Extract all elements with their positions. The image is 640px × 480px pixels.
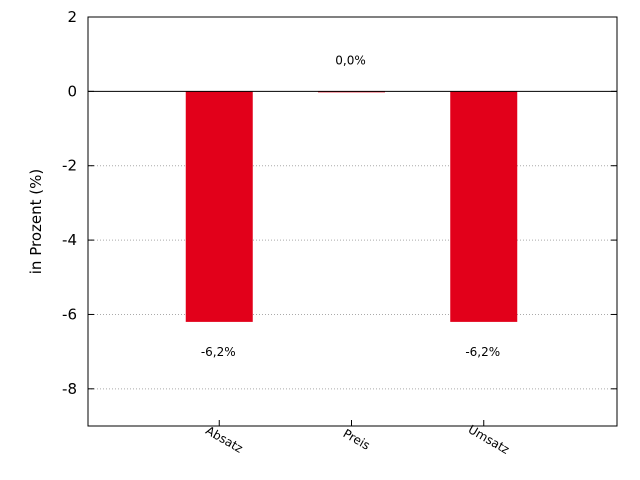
gridlines <box>88 165 617 390</box>
bars <box>185 91 518 322</box>
bar-umsatz <box>450 91 518 322</box>
y-tick-label: 0 <box>67 82 77 100</box>
y-axis-ticks: 2 0 -2 -4 -6 -8 <box>62 8 617 398</box>
data-label: -6,2% <box>201 345 236 359</box>
plot-frame <box>87 16 618 427</box>
y-tick-label: -2 <box>62 157 77 175</box>
data-labels: -6,2% 0,0% -6,2% <box>201 53 500 359</box>
data-label: 0,0% <box>335 53 366 67</box>
y-tick-label: -6 <box>62 305 77 323</box>
y-axis-title: in Prozent (%) <box>27 169 45 274</box>
data-label: -6,2% <box>465 345 500 359</box>
y-tick-label: -4 <box>62 231 77 249</box>
x-tick-label: Absatz <box>203 423 245 455</box>
x-tick-label: Umsatz <box>466 422 512 457</box>
bar-absatz <box>185 91 253 322</box>
y-tick-label: -8 <box>62 380 77 398</box>
y-tick-label: 2 <box>67 8 77 26</box>
x-tick-label: Preis <box>341 426 373 452</box>
